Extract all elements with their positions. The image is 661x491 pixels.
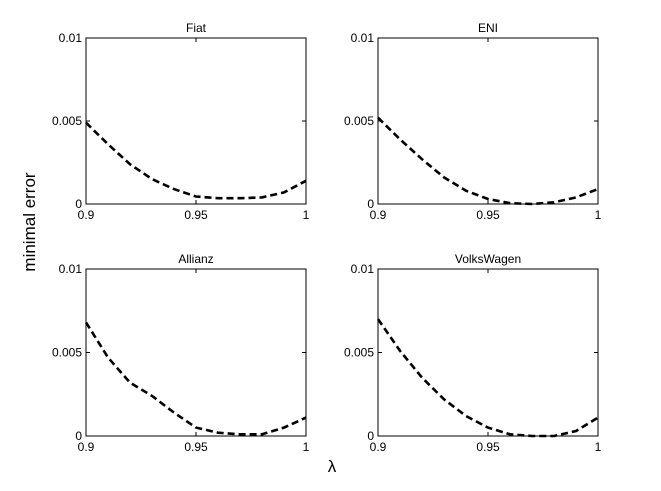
panel-eni: ENI 0.9 0.95 1 0 0.005 0.01 [344,21,602,222]
x-tick-label: 0.9 [370,440,387,454]
x-tick-label: 0.95 [476,440,500,454]
panel-allianz: Allianz 0.9 0.95 1 0 0.005 0.01 [52,252,310,454]
y-tick-label: 0.01 [351,262,375,276]
axes-box-volkswagen [377,268,599,437]
axes-box-fiat [85,37,307,205]
panel-title-volkswagen: VolksWagen [455,252,521,266]
y-tick-label: 0 [367,197,374,211]
axes-box-eni [377,37,599,205]
y-tick-label: 0.01 [59,262,83,276]
figure-xlabel: λ [328,457,337,476]
x-tick-label: 0.9 [78,440,95,454]
x-tick-label: 0.95 [476,208,500,222]
x-tick-label: 0.95 [184,208,208,222]
figure-ylabel: minimal error [20,172,39,272]
series-line-eni [377,116,599,206]
y-tick-label: 0 [75,429,82,443]
y-tick-label: 0.005 [344,114,374,128]
y-tick-label: 0.01 [351,31,375,45]
series-line-fiat [85,121,307,200]
y-tick-label: 0.005 [344,346,374,360]
panel-fiat: Fiat 0.9 0.95 1 0 0.005 0.01 [52,21,310,222]
panel-title-eni: ENI [478,21,498,35]
y-tick-label: 0.01 [59,31,83,45]
y-tick-label: 0 [367,429,374,443]
y-tick-label: 0.005 [52,346,82,360]
x-tick-label: 0.9 [370,208,387,222]
x-tick-label: 0.95 [184,440,208,454]
x-tick-label: 0.9 [78,208,95,222]
panel-volkswagen: VolksWagen 0.9 0.95 1 0 0.005 0.01 [344,252,602,454]
panel-title-fiat: Fiat [186,21,207,35]
y-tick-label: 0 [75,197,82,211]
x-tick-label: 1 [303,440,310,454]
x-tick-label: 1 [303,208,310,222]
x-tick-label: 1 [595,208,602,222]
y-tick-label: 0.005 [52,114,82,128]
x-tick-label: 1 [595,440,602,454]
series-line-allianz [84,321,307,436]
axes-box-allianz [85,268,307,437]
series-line-volkswagen [376,318,599,438]
panel-title-allianz: Allianz [178,252,213,266]
